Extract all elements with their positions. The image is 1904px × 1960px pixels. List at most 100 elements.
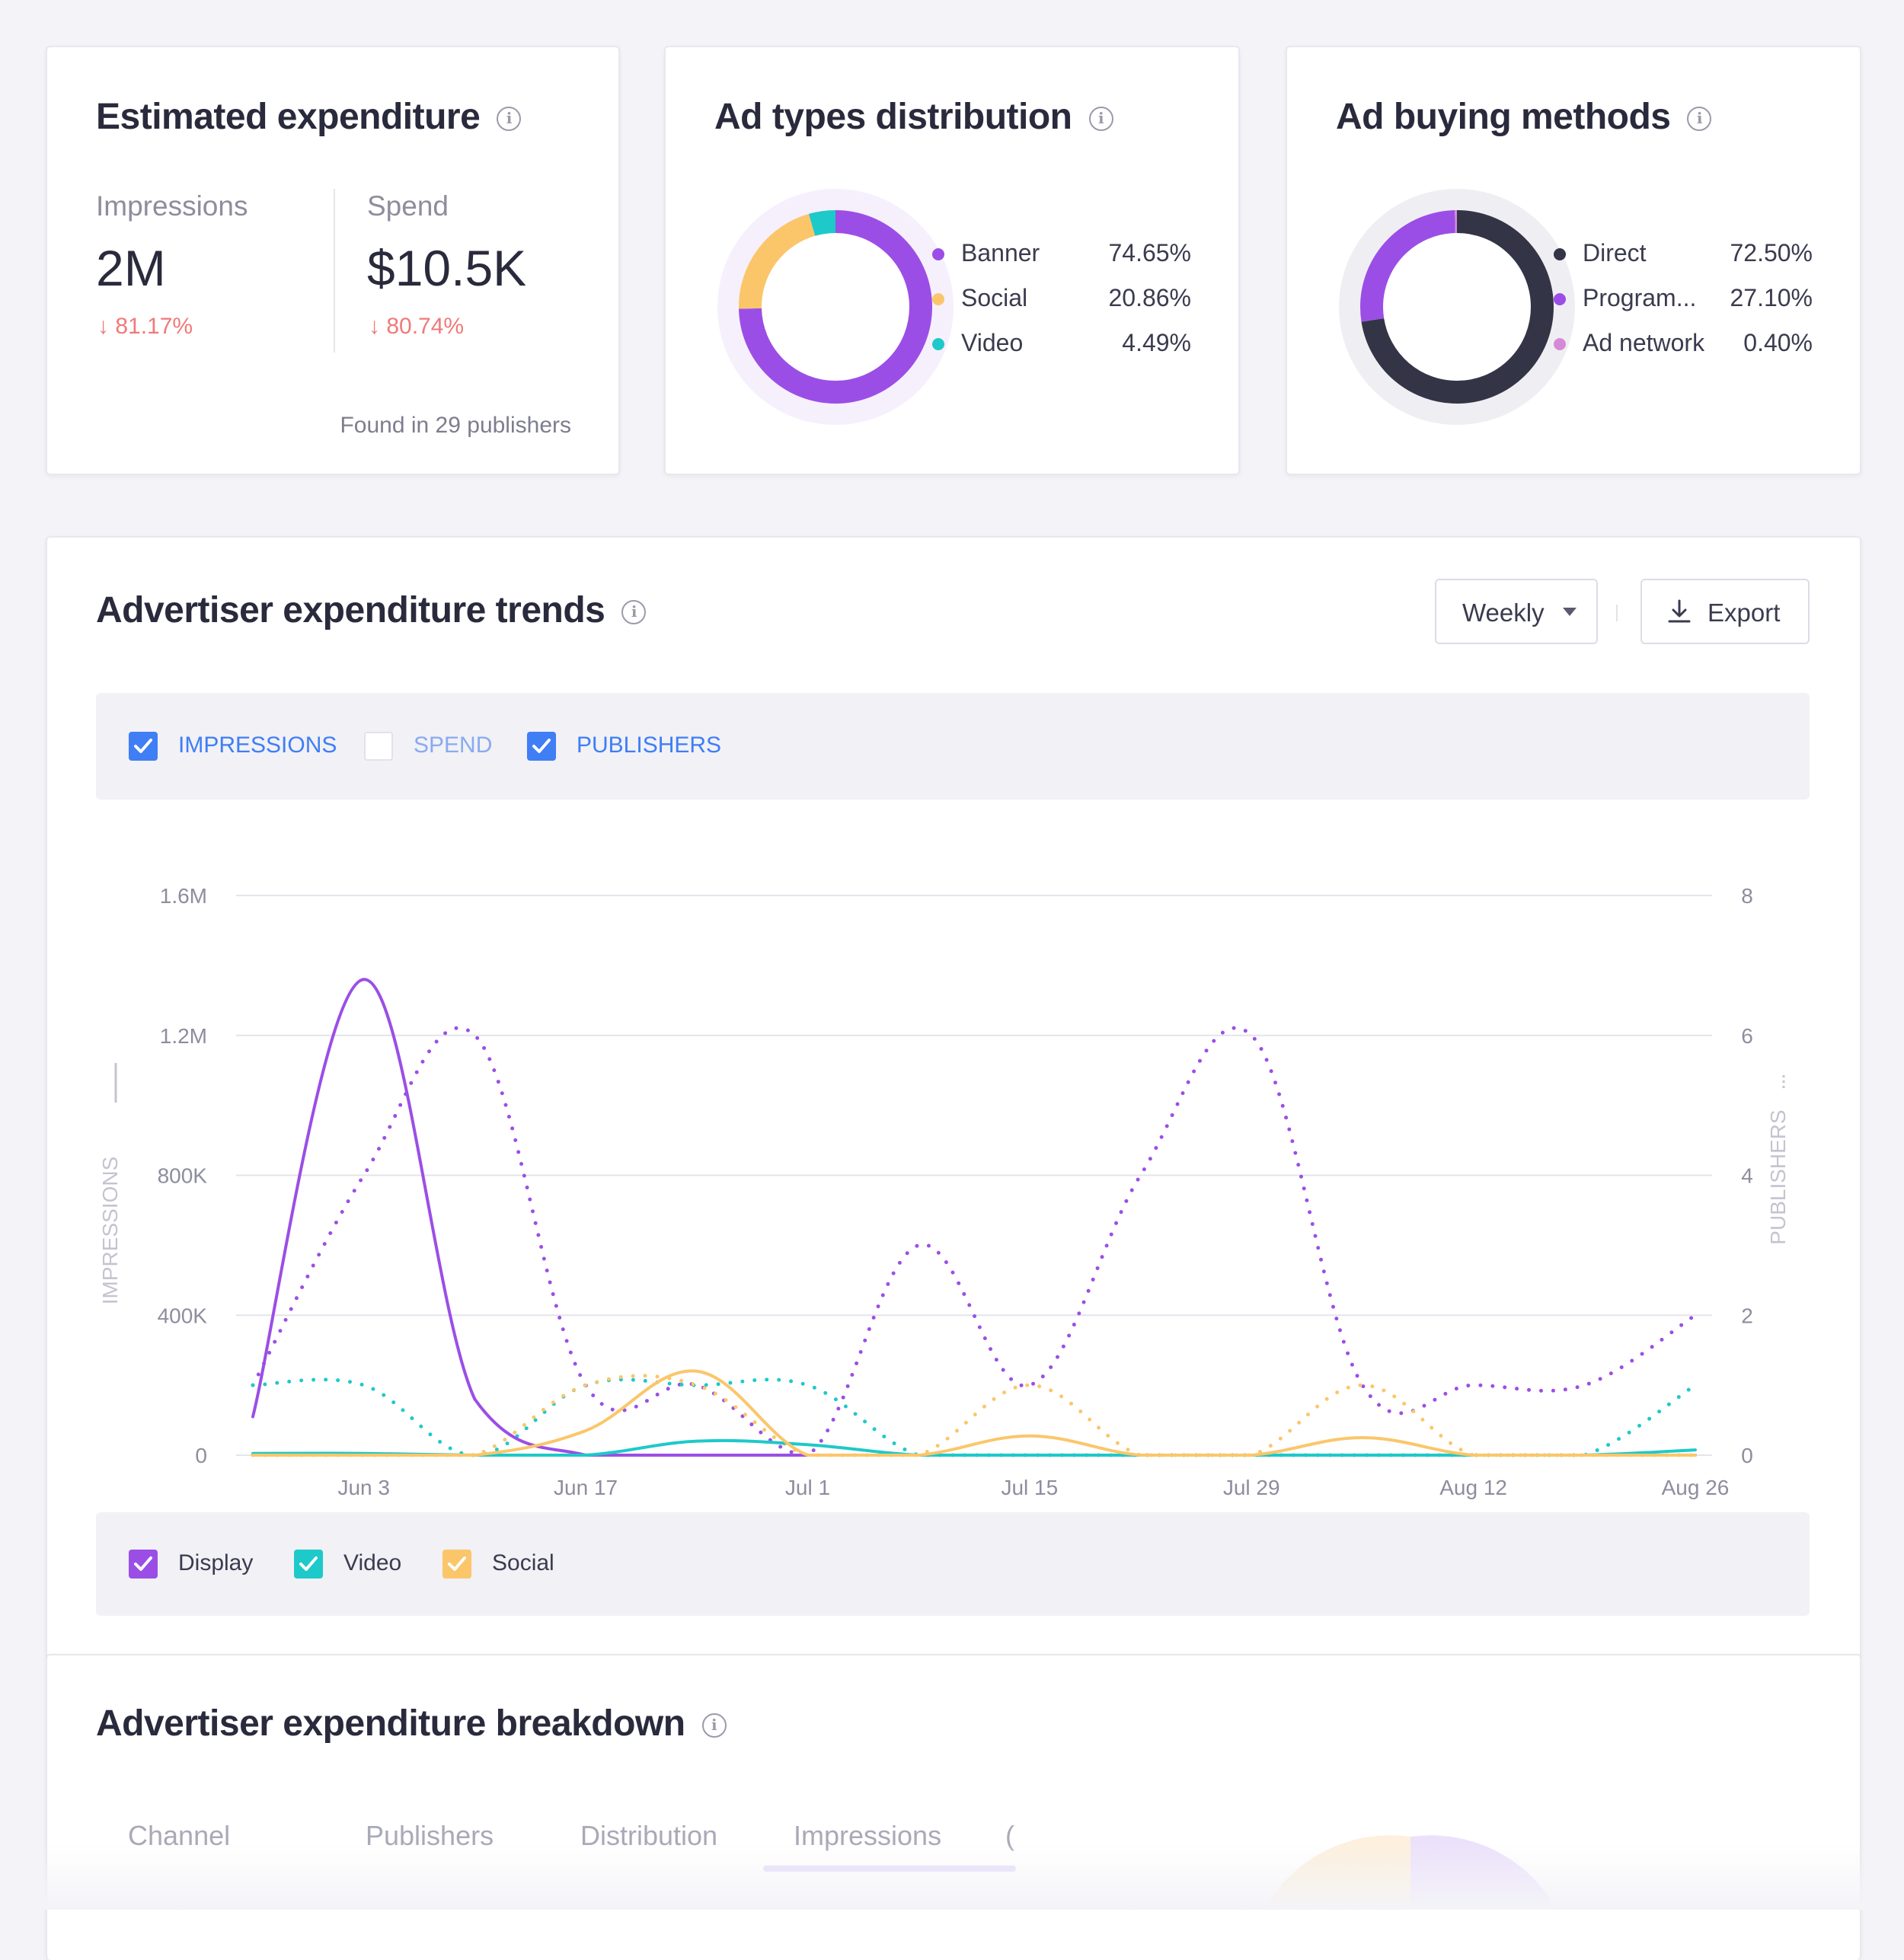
legend-dot [932,293,944,305]
legend-percent: 4.49% [1122,329,1191,356]
y2-tick-label: 0 [1741,1444,1753,1467]
legend-label: Program... [1583,284,1697,311]
legend-item: Ad network 0.40% [1554,329,1813,359]
x-tick-label: Jun 17 [554,1476,618,1499]
check-icon [532,739,551,753]
legend-item: Program... 27.10% [1554,284,1813,314]
legend-dot [932,248,944,260]
breakdown-title: Advertiser expenditure breakdown i [96,1703,727,1745]
metrics-filter-bar: IMPRESSIONS SPEND PUBLISHERS [96,693,1810,800]
toolbar-divider [1616,605,1618,621]
check-icon [448,1556,466,1571]
legend-dot [1554,293,1566,305]
ad-types-slice-social[interactable] [739,210,932,404]
video-series-checkbox[interactable] [294,1550,323,1579]
check-icon [134,739,152,753]
x-tick-label: Jul 1 [785,1476,830,1499]
expenditure-breakdown-card: Advertiser expenditure breakdown i Channe… [46,1654,1861,1960]
y-axis-title: IMPRESSIONS [98,1157,122,1304]
ad-buying-title-text: Ad buying methods [1336,97,1671,137]
expenditure-trends-card: Advertiser expenditure trends i Weekly Ex… [46,536,1861,1658]
ad-buying-donut-hole [1383,233,1531,381]
x-tick-label: Jun 3 [337,1476,390,1499]
series-line-display-impressions[interactable] [251,978,1697,1457]
x-tick-label: Aug 12 [1439,1476,1507,1499]
export-button-label: Export [1708,599,1781,627]
impressions-change-value: 81.17% [115,314,193,339]
spend-value: $10.5K [367,240,527,296]
spend-checkbox-label[interactable]: SPEND [414,733,493,758]
display-series-checkbox[interactable] [129,1550,158,1579]
series-line-display-publishers[interactable] [251,1026,1698,1457]
series-line-social-publishers[interactable] [251,1374,1698,1457]
legend-dot [1554,248,1566,260]
legend-item: Banner 74.65% [932,239,1191,270]
estimated-expenditure-card: Estimated expenditure i Impressions 2M ↓ … [46,46,620,475]
interval-select[interactable]: Weekly [1435,579,1598,644]
series-line-social-impressions[interactable] [251,1369,1697,1457]
display-series-label[interactable]: Display [178,1550,254,1575]
bottom-fade [0,1843,1904,1910]
info-icon[interactable]: i [1687,107,1712,132]
found-in-publishers: Found in 29 publishers [340,413,571,438]
publishers-checkbox[interactable] [527,732,556,761]
ad-types-donut-hole [762,233,909,381]
social-series-checkbox[interactable] [442,1550,471,1579]
legend-item: Direct 72.50% [1554,239,1813,270]
social-series-label[interactable]: Social [492,1550,554,1575]
series-line-video-impressions[interactable] [251,1438,1697,1457]
legend-item: Social 20.86% [932,284,1191,314]
y-tick-label: 400K [158,1304,208,1327]
estimated-expenditure-title: Estimated expenditure i [96,96,522,138]
y-tick-label: 0 [195,1444,207,1467]
spend-label: Spend [367,190,449,222]
legend-dot [932,338,944,350]
info-icon[interactable]: i [497,107,522,132]
ad-buying-slice-program[interactable] [1360,210,1554,404]
impressions-value: 2M [96,240,166,296]
legend-percent: 27.10% [1730,284,1813,311]
ad-types-title: Ad types distribution i [714,96,1113,138]
info-icon[interactable]: i [621,600,647,625]
legend-label: Direct [1583,239,1647,267]
estimated-expenditure-title-text: Estimated expenditure [96,97,481,137]
ad-types-card: Ad types distribution i Banner 74.65% Socia… [664,46,1240,475]
impressions-change: ↓ 81.17% [97,314,193,340]
check-icon [299,1556,318,1571]
ad-types-title-text: Ad types distribution [714,97,1072,137]
info-icon[interactable]: i [701,1713,727,1738]
legend-percent: 0.40% [1743,329,1813,356]
spend-checkbox[interactable] [364,732,393,761]
legend-percent: 72.50% [1730,239,1813,267]
arrow-down-icon: ↓ [97,314,109,339]
legend-label: Ad network [1583,329,1705,356]
impressions-checkbox[interactable] [129,732,158,761]
y2-tick-label: 2 [1741,1304,1753,1327]
spend-change: ↓ 80.74% [369,314,464,340]
info-icon[interactable]: i [1088,107,1113,132]
series-filter-bar: Display Video Social [96,1512,1810,1616]
spend-change-value: 80.74% [386,314,465,339]
interval-select-value: Weekly [1462,599,1545,627]
legend-label: Video [961,329,1024,356]
trends-title-text: Advertiser expenditure trends [96,590,605,630]
ad-types-slice-video[interactable] [739,210,932,404]
breakdown-title-text: Advertiser expenditure breakdown [96,1703,685,1744]
arrow-down-icon: ↓ [369,314,380,339]
legend-label: Social [961,284,1028,311]
y-tick-label: 1.6M [160,884,207,908]
y-tick-label: 800K [158,1164,208,1188]
publishers-checkbox-label[interactable]: PUBLISHERS [577,733,722,758]
legend-percent: 74.65% [1108,239,1191,267]
ad-buying-card: Ad buying methods i Direct 72.50% Program..… [1286,46,1861,475]
check-icon [134,1556,152,1571]
caret-down-icon [1563,608,1577,616]
ad-buying-donut [1339,189,1575,425]
ad-buying-slice-ad-network[interactable] [1360,210,1554,404]
trends-title: Advertiser expenditure trends i [96,589,647,631]
y2-tick-label: 6 [1741,1024,1753,1048]
impressions-checkbox-label[interactable]: IMPRESSIONS [178,733,337,758]
x-tick-label: Jul 15 [1001,1476,1058,1499]
video-series-label[interactable]: Video [343,1550,402,1575]
export-button[interactable]: Export [1640,579,1810,644]
